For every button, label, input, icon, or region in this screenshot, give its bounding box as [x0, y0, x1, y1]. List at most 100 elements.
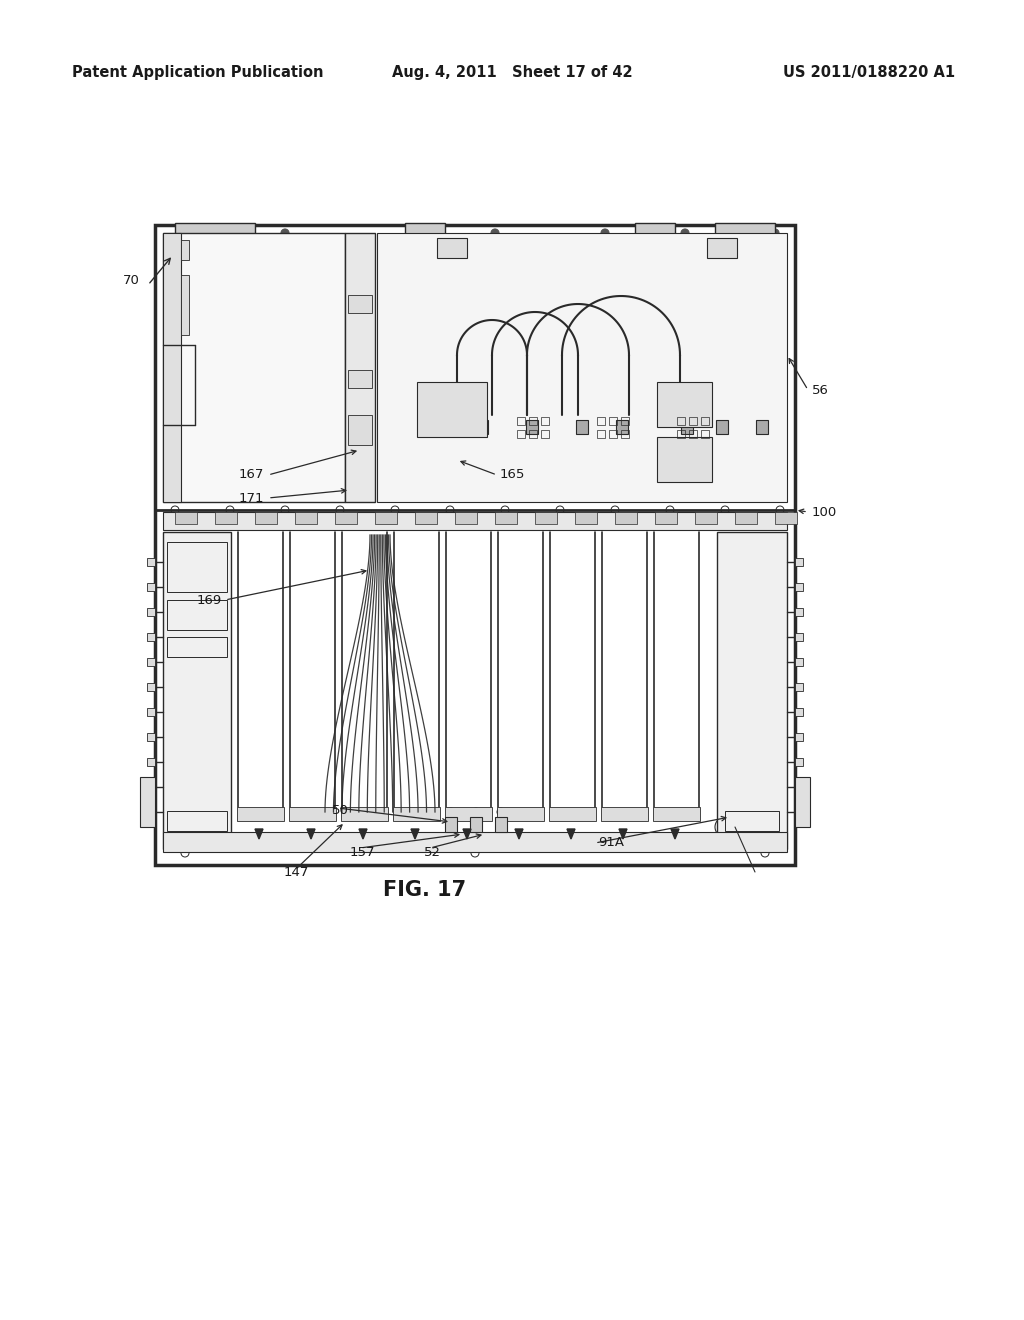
Bar — [549, 807, 596, 821]
Text: Aug. 4, 2011   Sheet 17 of 42: Aug. 4, 2011 Sheet 17 of 42 — [392, 65, 632, 79]
Bar — [795, 583, 803, 591]
Bar — [795, 634, 803, 642]
Bar — [175, 223, 255, 235]
Circle shape — [757, 411, 767, 420]
Bar — [701, 430, 709, 438]
Bar — [163, 234, 181, 502]
Circle shape — [527, 411, 537, 420]
Bar — [147, 808, 155, 816]
Bar — [167, 543, 227, 591]
Bar — [163, 532, 231, 849]
Bar — [476, 420, 488, 434]
Text: 165: 165 — [500, 469, 525, 482]
Bar — [147, 558, 155, 566]
Bar — [795, 682, 803, 690]
Bar — [437, 238, 467, 257]
Bar — [426, 420, 438, 434]
Bar — [341, 807, 388, 821]
Bar — [655, 512, 677, 524]
Bar — [775, 512, 797, 524]
Bar — [795, 808, 803, 816]
Bar — [795, 708, 803, 715]
Bar — [526, 420, 538, 434]
Bar — [345, 234, 375, 502]
Bar — [517, 430, 525, 438]
Bar — [445, 807, 492, 821]
Polygon shape — [618, 829, 627, 840]
Circle shape — [734, 469, 740, 475]
Bar — [455, 512, 477, 524]
Circle shape — [681, 228, 689, 238]
Bar — [147, 583, 155, 591]
Bar — [657, 437, 712, 482]
Polygon shape — [463, 829, 471, 840]
Circle shape — [427, 411, 437, 420]
Bar — [795, 758, 803, 766]
Text: 56: 56 — [812, 384, 828, 396]
Text: 147: 147 — [284, 866, 308, 879]
Circle shape — [682, 411, 692, 420]
Bar — [597, 417, 605, 425]
Circle shape — [411, 228, 419, 238]
Bar — [445, 817, 457, 832]
Bar — [147, 708, 155, 715]
Bar — [215, 512, 237, 524]
Bar — [147, 758, 155, 766]
Polygon shape — [567, 829, 575, 840]
Bar — [406, 223, 445, 235]
Bar — [707, 238, 737, 257]
Bar — [541, 417, 549, 425]
Polygon shape — [411, 829, 419, 840]
Bar — [621, 430, 629, 438]
Bar — [717, 532, 787, 849]
Bar — [716, 420, 728, 434]
Circle shape — [477, 411, 487, 420]
Bar — [609, 430, 617, 438]
Bar — [167, 810, 227, 832]
Text: 171: 171 — [239, 491, 264, 504]
Bar — [695, 512, 717, 524]
Bar — [181, 275, 189, 335]
Bar — [255, 512, 278, 524]
Circle shape — [617, 411, 627, 420]
Bar — [609, 417, 617, 425]
Bar — [597, 430, 605, 438]
Bar — [237, 807, 284, 821]
Text: 52: 52 — [424, 846, 440, 858]
Bar — [517, 417, 525, 425]
Bar — [657, 381, 712, 426]
Bar — [163, 234, 345, 502]
Bar — [635, 223, 675, 235]
Bar — [348, 414, 372, 445]
Text: 91A: 91A — [598, 837, 624, 850]
Bar — [535, 512, 557, 524]
Bar — [495, 817, 507, 832]
Polygon shape — [359, 829, 367, 840]
Bar — [415, 512, 437, 524]
Bar — [616, 420, 628, 434]
Bar — [601, 807, 648, 821]
Text: Patent Application Publication: Patent Application Publication — [72, 65, 324, 79]
Bar — [417, 381, 487, 437]
Circle shape — [524, 260, 530, 267]
Bar — [653, 807, 700, 821]
Circle shape — [472, 808, 480, 816]
Text: 167: 167 — [239, 469, 264, 482]
Bar — [615, 512, 637, 524]
Bar — [289, 807, 336, 821]
Bar — [795, 733, 803, 741]
Circle shape — [731, 228, 739, 238]
Text: FIG. 17: FIG. 17 — [383, 880, 467, 900]
Text: 169: 169 — [197, 594, 222, 606]
Circle shape — [497, 808, 505, 816]
Circle shape — [490, 228, 499, 238]
Text: 100: 100 — [812, 506, 838, 519]
Bar — [701, 417, 709, 425]
Bar — [147, 682, 155, 690]
Bar — [529, 430, 537, 438]
Bar — [393, 807, 440, 821]
Circle shape — [771, 228, 779, 238]
Bar — [348, 370, 372, 388]
Bar — [795, 783, 803, 791]
Circle shape — [577, 411, 587, 420]
